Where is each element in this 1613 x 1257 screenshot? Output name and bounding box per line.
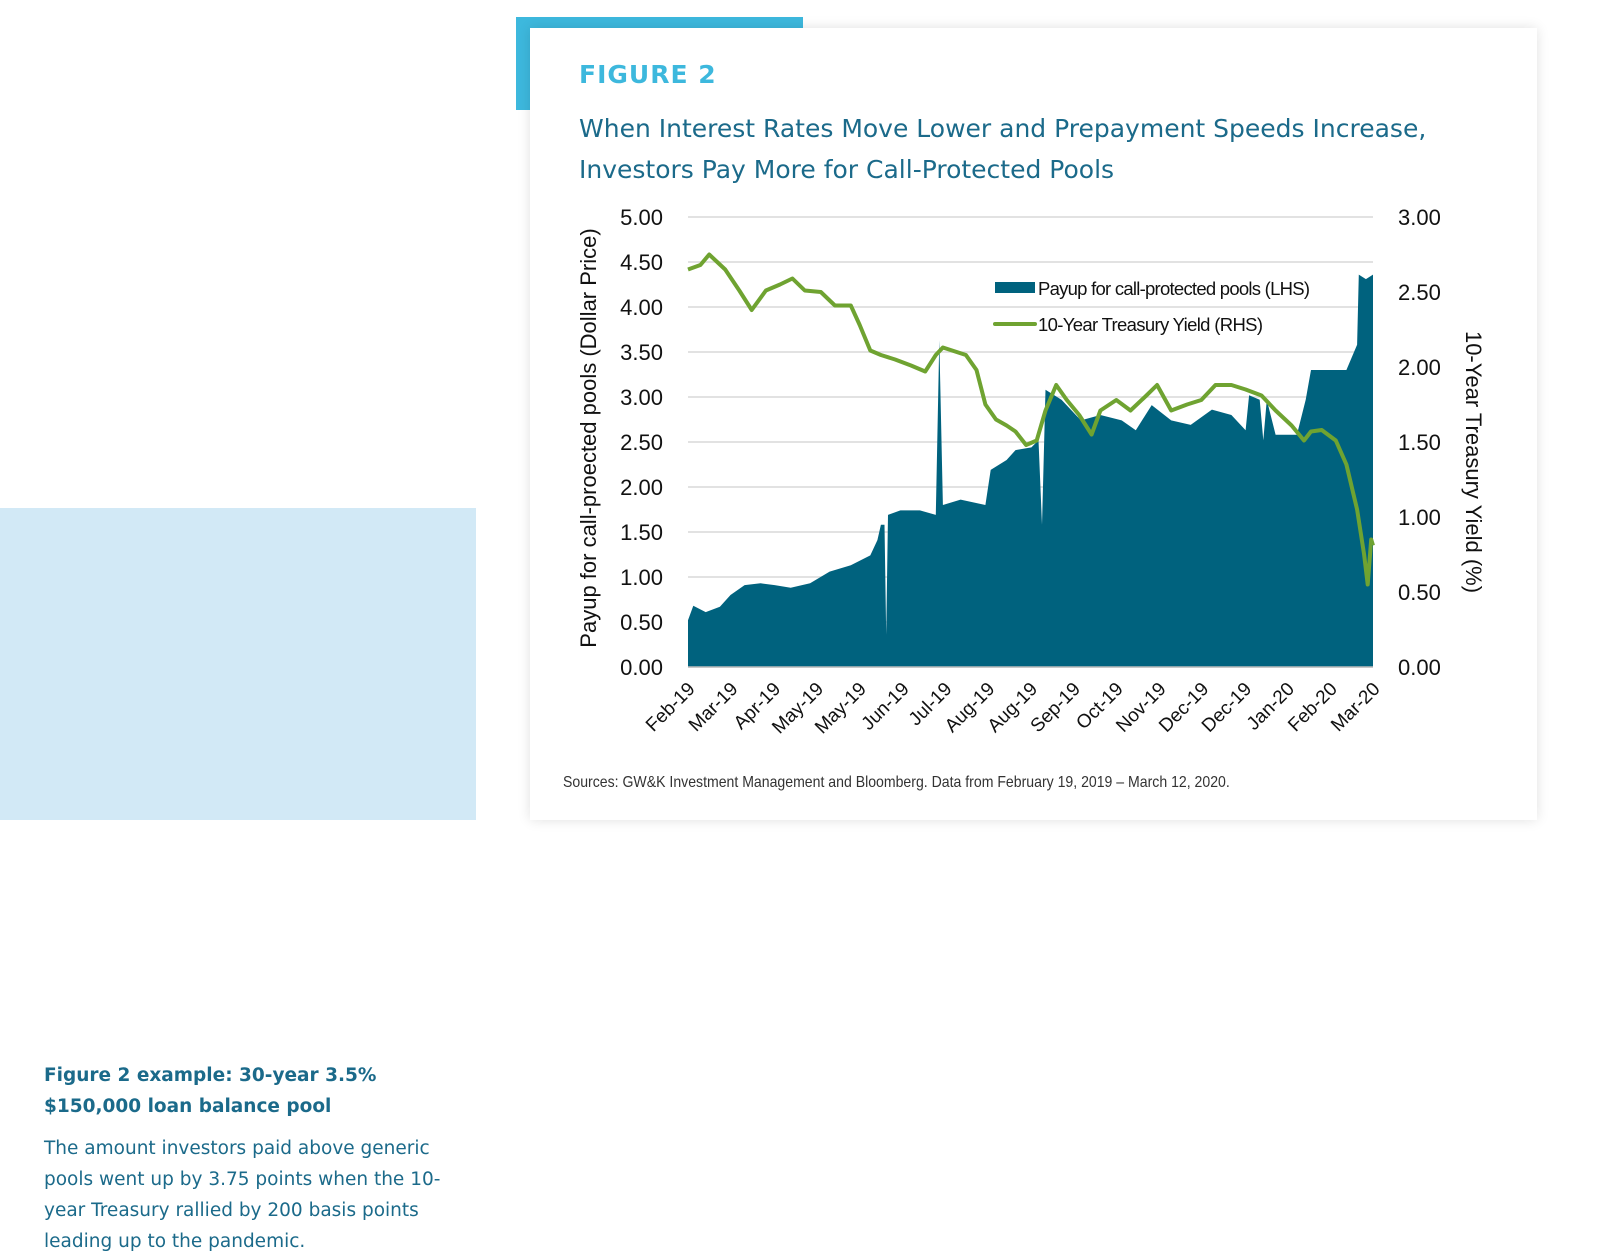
y-left-tick-label: 0.00 xyxy=(620,655,663,680)
y-right-tick-label: 2.00 xyxy=(1398,355,1441,380)
chart-title: When Interest Rates Move Lower and Prepa… xyxy=(579,114,1427,184)
y-left-tick-label: 2.50 xyxy=(620,430,663,455)
y-right-tick-label: 2.50 xyxy=(1398,280,1441,305)
callout-heading: Figure 2 example: 30-year 3.5% $150,000 … xyxy=(44,1065,377,1117)
y-left-tick-label: 2.00 xyxy=(620,475,663,500)
y-right-axis-label: 10-Year Treasury Yield (%) xyxy=(1461,331,1486,593)
y-right-tick-label: 0.50 xyxy=(1398,580,1441,605)
legend-label: 10-Year Treasury Yield (RHS) xyxy=(1038,314,1263,335)
y-left-tick-label: 1.50 xyxy=(620,520,663,545)
payup-area xyxy=(688,274,1373,667)
y-left-axis-label: Payup for call-proected pools (Dollar Pr… xyxy=(576,228,601,647)
legend-swatch-area xyxy=(995,282,1035,293)
x-tick-label: Mar-19 xyxy=(685,679,742,736)
y-right-tick-label: 3.00 xyxy=(1398,205,1441,230)
legend-label: Payup for call-protected pools (LHS) xyxy=(1038,278,1310,299)
treasury-yield-line xyxy=(687,252,1375,587)
x-tick-label: Mar-20 xyxy=(1327,679,1384,736)
chart: 0.00 0.50 1.00 1.50 2.00 2.50 3.00 3.50 4.00 4.50… xyxy=(576,205,1486,738)
y-right-tick-label: 1.50 xyxy=(1398,430,1441,455)
source-note: Sources: GW&K Investment Management and … xyxy=(563,774,1230,791)
y-left-tick-label: 4.50 xyxy=(620,250,663,275)
y-left-tick-label: 0.50 xyxy=(620,610,663,635)
y-left-tick-label: 3.00 xyxy=(620,385,663,410)
y-right-tick-label: 1.00 xyxy=(1398,505,1441,530)
figure-label: FIGURE 2 xyxy=(579,60,717,89)
x-tick-label: Jun-19 xyxy=(858,679,914,735)
legend: Payup for call-protected pools (LHS) 10-Y… xyxy=(993,278,1310,335)
callout-body: The amount investors paid above generic … xyxy=(44,1138,441,1252)
y-left-tick-label: 3.50 xyxy=(620,340,663,365)
y-left-tick-label: 1.00 xyxy=(620,565,663,590)
y-left-tick-label: 4.00 xyxy=(620,295,663,320)
y-right-tick-label: 0.00 xyxy=(1398,655,1441,680)
y-left-tick-label: 5.00 xyxy=(620,205,663,230)
